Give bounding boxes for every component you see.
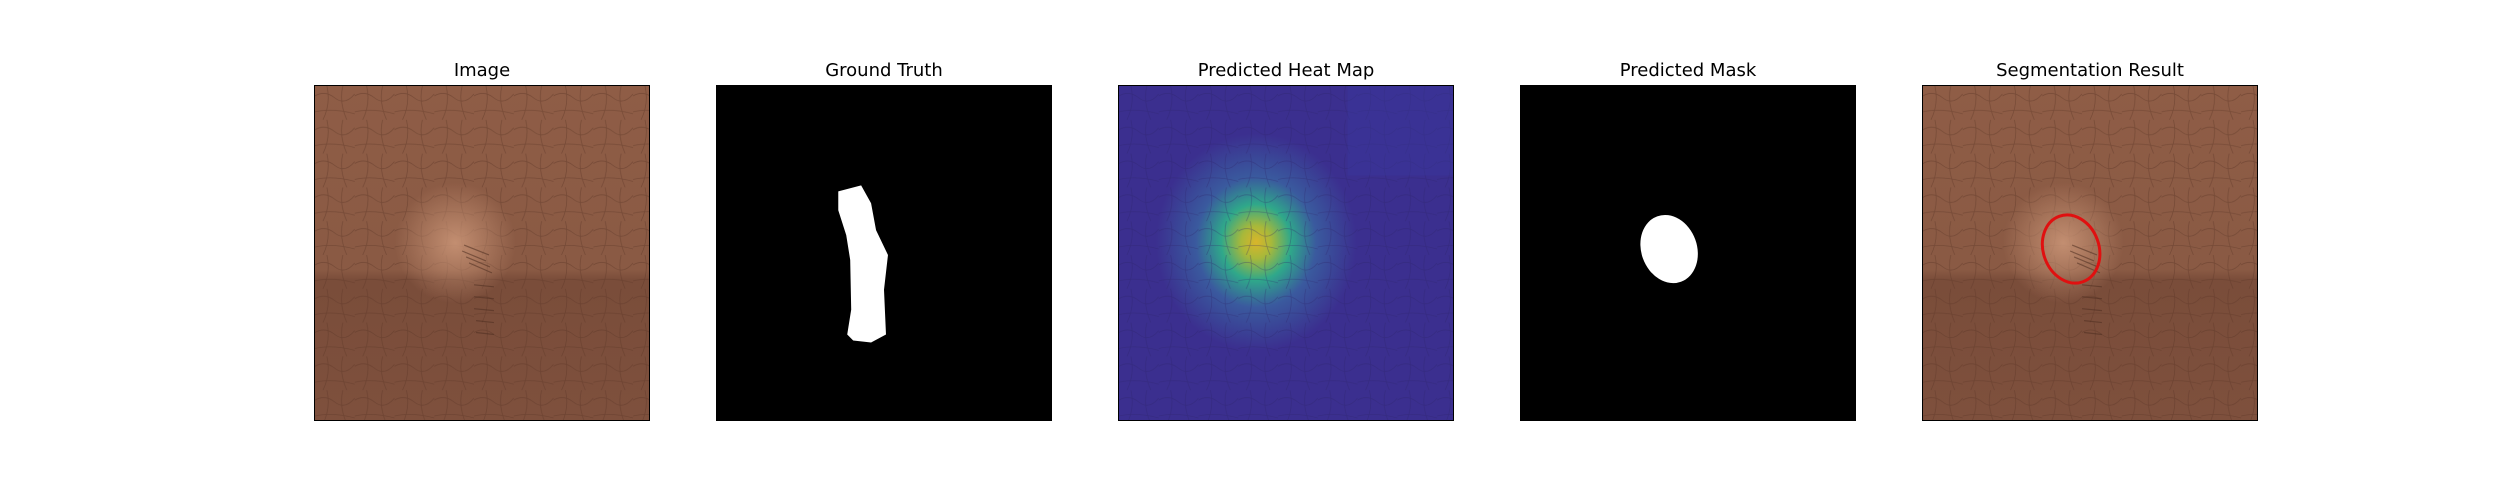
ground-truth-mask [717, 86, 1051, 420]
predicted-mask [1521, 86, 1855, 420]
image-panel-frame [314, 85, 650, 421]
defect-lines [461, 244, 494, 336]
heatmap-panel-frame [1118, 85, 1454, 421]
predicted-region [1640, 214, 1698, 284]
segmentation-contour [2040, 213, 2102, 285]
leather-image [315, 86, 649, 420]
mask-panel-frame [1520, 85, 1856, 421]
segmentation-image [1923, 86, 2257, 420]
heatmap-image [1119, 86, 1453, 420]
panel-title-ground-truth: Ground Truth [825, 60, 943, 81]
segmentation-panel-frame [1922, 85, 2258, 421]
panel-title-heatmap: Predicted Heat Map [1197, 60, 1375, 81]
panel-title-segmentation: Segmentation Result [1996, 60, 2184, 81]
panel-title-image: Image [453, 60, 511, 81]
ground-truth-panel-frame [716, 85, 1052, 421]
panel-title-mask: Predicted Mask [1619, 60, 1757, 81]
ground-truth-region [838, 185, 888, 343]
